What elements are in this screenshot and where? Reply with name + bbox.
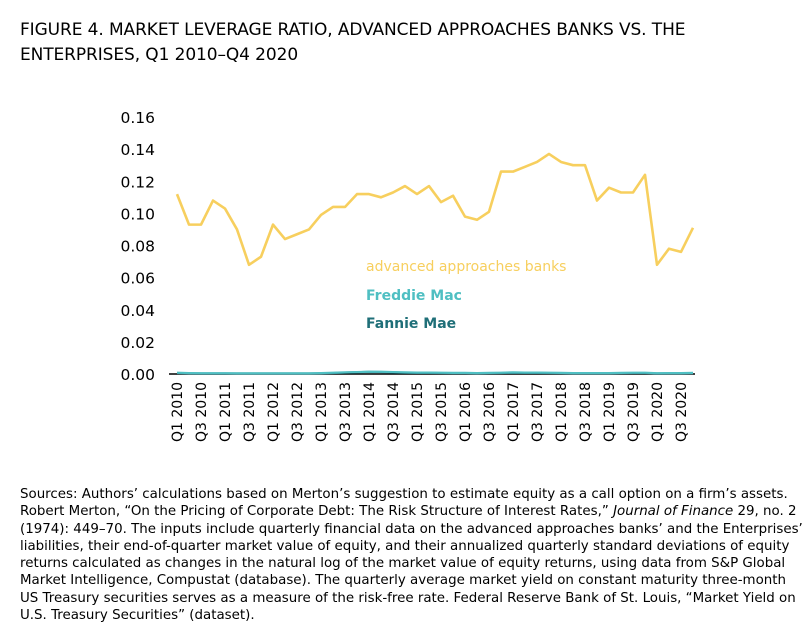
x-tick-label: Q3 2014 [386, 382, 402, 442]
x-tick-label: Q1 2016 [458, 382, 474, 442]
figure-title: FIGURE 4. MARKET LEVERAGE RATIO, ADVANCE… [20, 20, 686, 65]
y-tick-label: 0.12 [120, 173, 155, 191]
y-tick-label: 0.04 [120, 302, 155, 320]
y-tick-label: 0.00 [120, 366, 155, 384]
y-tick-label: 0.16 [120, 109, 155, 127]
chart-series [175, 152, 695, 375]
x-tick-label: Q3 2020 [674, 382, 690, 442]
series-labels: advanced approaches banks Freddie Mac Fann… [366, 259, 566, 332]
x-tick-label: Q1 2020 [650, 382, 666, 442]
x-tick-label: Q3 2010 [194, 382, 210, 442]
series-label: Fannie Mae [366, 316, 456, 332]
y-axis: 0.00 0.02 0.04 0.06 0.08 0.10 0.12 0.14 0.16 [120, 109, 155, 384]
source-note: Sources: Authors’ calculations based on … [20, 486, 805, 624]
series-label: advanced approaches banks [366, 259, 566, 275]
y-tick-label: 0.02 [120, 334, 155, 352]
x-tick-label: Q1 2014 [362, 382, 378, 442]
source-text-2: 29, no. 2 (1974): 449–70. The inputs inc… [20, 504, 803, 624]
x-tick-label: Q3 2011 [242, 382, 258, 442]
x-tick-label: Q3 2019 [626, 382, 642, 442]
x-tick-label: Q3 2018 [578, 382, 594, 442]
series-line-freddie-mac [176, 370, 694, 375]
y-tick-label: 0.08 [120, 238, 155, 256]
y-tick-label: 0.10 [120, 205, 155, 223]
y-tick-label: 0.06 [120, 270, 155, 288]
y-tick-label: 0.14 [120, 141, 155, 159]
x-tick-label: Q1 2010 [170, 382, 186, 442]
x-tick-label: Q3 2016 [482, 382, 498, 442]
x-tick-label: Q1 2018 [554, 382, 570, 442]
x-tick-label: Q1 2019 [602, 382, 618, 442]
x-tick-label: Q3 2017 [530, 382, 546, 442]
series-line-advanced-approaches-banks [175, 152, 695, 267]
line-chart: 0.00 0.02 0.04 0.06 0.08 0.10 0.12 0.14 0.16 Q1 … [120, 109, 695, 442]
x-tick-label: Q3 2012 [290, 382, 306, 442]
x-tick-label: Q1 2015 [410, 382, 426, 442]
source-journal: Journal of Finance [613, 504, 734, 520]
series-label: Freddie Mac [366, 288, 462, 304]
x-tick-label: Q1 2017 [506, 382, 522, 442]
x-tick-label: Q1 2013 [314, 382, 330, 442]
x-tick-label: Q3 2015 [434, 382, 450, 442]
source-text-1: Sources: Authors’ calculations based on … [20, 487, 788, 520]
x-tick-label: Q1 2012 [266, 382, 282, 442]
x-axis: Q1 2010 Q3 2010 Q1 2011 Q3 2011 Q1 2012 Q3 20… [169, 373, 695, 442]
x-tick-label: Q3 2013 [338, 382, 354, 442]
x-tick-label: Q1 2011 [218, 382, 234, 442]
